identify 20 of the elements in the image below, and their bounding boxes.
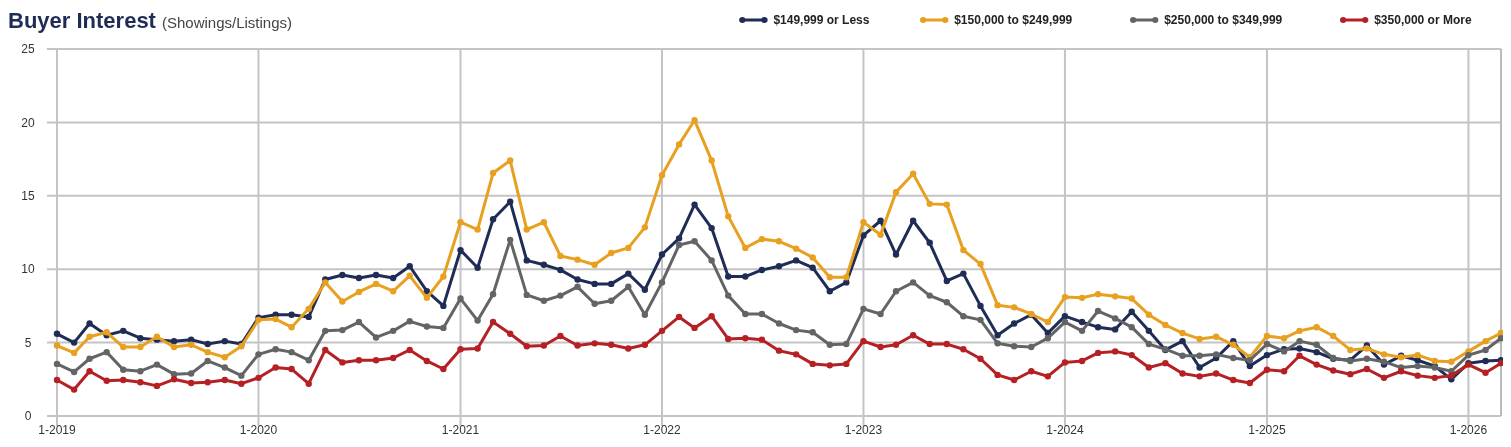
x-tick-label: 1-2026 — [1449, 423, 1488, 437]
x-tick-label: 1-2022 — [643, 423, 681, 437]
x-tick-label: 1-2025 — [1248, 423, 1286, 437]
x-tick-label: 1-2023 — [844, 423, 883, 437]
x-tick-label: 1-2024 — [1046, 423, 1084, 437]
legend-label: $250,000 to $349,999 — [1164, 13, 1283, 27]
y-tick-label: 20 — [21, 115, 35, 130]
y-tick-label: 25 — [21, 42, 35, 57]
y-tick-label: 15 — [21, 189, 35, 203]
y-tick-label: 10 — [21, 262, 35, 277]
y-tick-label: 5 — [24, 335, 32, 350]
y-tick-label: 0 — [24, 409, 32, 424]
chart-title: Buyer Interest — [8, 8, 157, 33]
x-tick-label: 1-2019 — [38, 423, 76, 437]
legend-label: $350,000 or More — [1374, 13, 1472, 27]
chart-subtitle: (Showings/Listings) — [161, 14, 293, 31]
x-tick-label: 1-2021 — [441, 423, 480, 437]
legend-label: $149,999 or Less — [773, 13, 870, 27]
legend-label: $150,000 to $249,999 — [954, 13, 1073, 27]
x-tick-label: 1-2020 — [239, 423, 278, 437]
